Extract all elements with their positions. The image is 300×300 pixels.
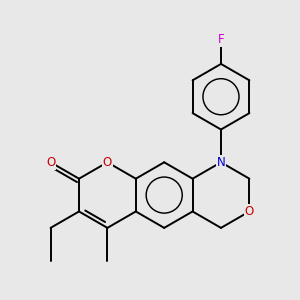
Text: N: N: [217, 156, 225, 169]
Text: F: F: [218, 33, 224, 46]
Text: O: O: [245, 205, 254, 218]
Text: O: O: [46, 156, 55, 169]
Text: O: O: [103, 156, 112, 169]
